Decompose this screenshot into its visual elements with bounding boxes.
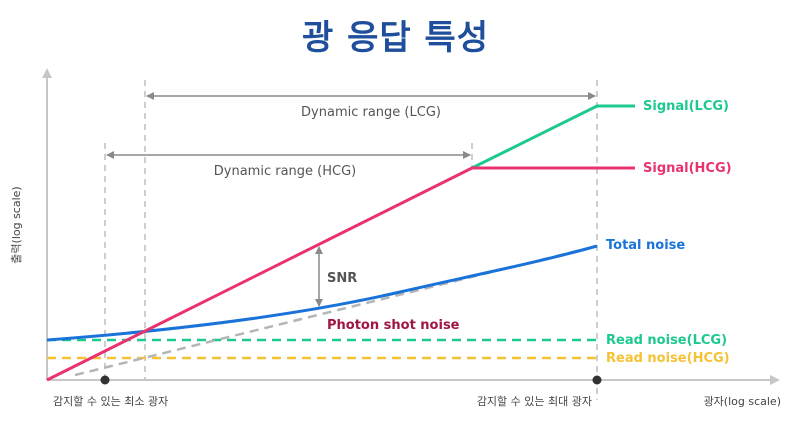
signal-hcg-line — [46, 166, 635, 382]
total-noise-curve — [46, 244, 598, 342]
dynamic-range-lcg-label: Dynamic range (LCG) — [301, 105, 441, 120]
y-axis-label: 출력(log scale) — [10, 186, 23, 263]
photon-shot-noise-label: Photon shot noise — [327, 318, 460, 333]
signal-lcg-line — [471, 104, 635, 170]
snr-label: SNR — [327, 271, 357, 286]
x-axis-label: 광자(log scale) — [704, 395, 781, 408]
tick-dot-max — [592, 375, 602, 385]
signal-hcg-label: Signal(HCG) — [643, 161, 732, 176]
read-noise-hcg-label: Read noise(HCG) — [606, 351, 730, 366]
signal-lcg-label: Signal(LCG) — [643, 99, 729, 114]
dynamic-range-hcg-label: Dynamic range (HCG) — [214, 164, 356, 179]
x-tick-min-label: 감지할 수 있는 최소 광자 — [53, 395, 168, 408]
page-title: 광 응답 특성 — [301, 18, 490, 58]
x-tick-max-label: 감지할 수 있는 최대 광자 — [477, 395, 592, 408]
total-noise-label: Total noise — [606, 238, 685, 253]
tick-dot-min — [100, 375, 110, 385]
read-noise-lcg-label: Read noise(LCG) — [606, 333, 727, 348]
